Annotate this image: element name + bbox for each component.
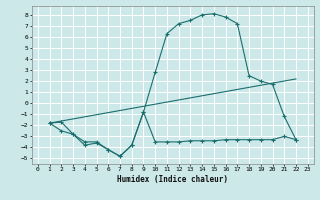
X-axis label: Humidex (Indice chaleur): Humidex (Indice chaleur) bbox=[117, 175, 228, 184]
